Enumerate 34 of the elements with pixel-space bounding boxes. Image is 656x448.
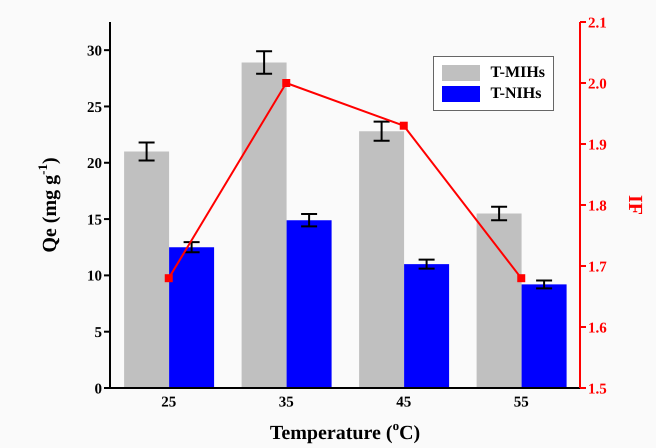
y2-tick-label: 1.5 [588,381,607,398]
y2-axis-title: IF [624,195,646,215]
point [400,122,408,130]
bar [169,247,214,388]
x-axis-title: Temperature ($^{o}$C) [270,418,420,444]
y-tick-label: 15 [87,212,102,228]
y-tick-label: 10 [87,268,102,285]
y2-tick-label: 1.8 [588,198,607,214]
y-tick-label: 0 [94,381,102,398]
point [164,274,173,282]
y2-tick-label: 2.0 [588,76,607,92]
bar [522,284,567,388]
bar [404,264,450,388]
y-tick-label: 5 [94,325,102,342]
y2-tick-label: 1.7 [588,259,608,276]
bar [359,131,404,388]
legend-label: T-NIHs [490,85,542,103]
bar [242,62,287,388]
x-tick-label: 25 [161,394,176,411]
bar [476,213,522,388]
x-tick-label: 45 [396,394,412,411]
y-tick-label: 30 [87,43,102,60]
y-tick-label: 20 [87,156,102,172]
bar [286,220,332,388]
legend-label: T-MIHs [490,64,545,82]
x-tick-label: 35 [278,394,294,411]
bar [124,152,170,388]
y-tick-label: 25 [87,100,102,116]
point [517,274,526,282]
y2-tick-label: 1.9 [588,137,607,154]
point [282,79,290,87]
x-tick-label: 55 [514,394,529,411]
y2-tick-label: 2.1 [588,15,607,32]
y2-tick-label: 1.6 [588,320,608,336]
